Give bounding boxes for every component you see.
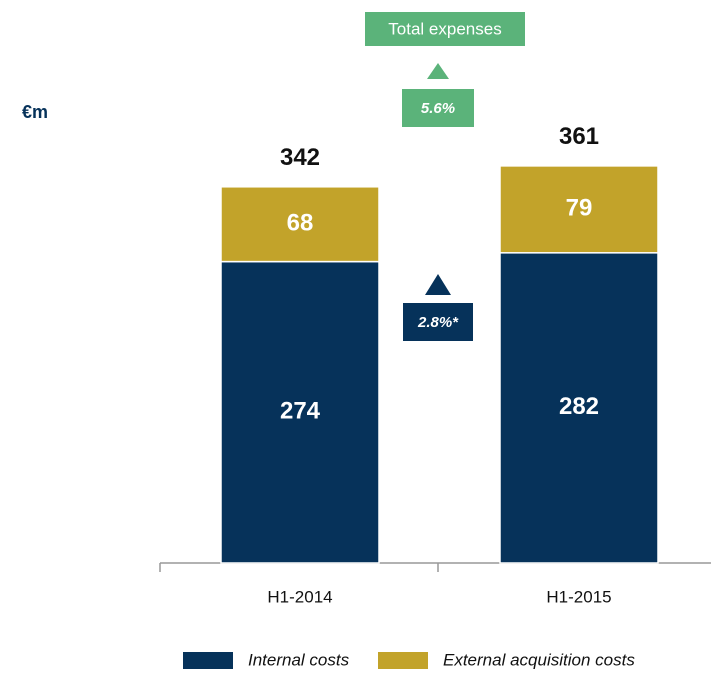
total-title: Total expenses (388, 19, 501, 38)
total-change-box (402, 89, 474, 127)
bar-segment (499, 165, 659, 254)
bar-segment (220, 186, 380, 263)
up-arrow (425, 274, 451, 295)
total-label: 361 (559, 123, 599, 150)
total-label: 342 (280, 144, 320, 171)
segment-label: 79 (566, 195, 593, 222)
segment-label: 274 (280, 398, 321, 425)
legend-swatch (378, 652, 428, 669)
up-arrow (427, 63, 449, 79)
internal-change-box (403, 303, 473, 341)
total-change: 5.6% (421, 100, 455, 117)
segment-label: 282 (559, 393, 599, 420)
x-tick-label: H1-2015 (546, 587, 611, 606)
legend-swatch (183, 652, 233, 669)
legend-label: Internal costs (248, 650, 350, 669)
total-title-box (365, 12, 525, 46)
bar-segment (220, 260, 380, 564)
legend-label: External acquisition costs (443, 650, 635, 669)
segment-label: 68 (287, 210, 314, 237)
x-tick-label: H1-2014 (267, 587, 332, 606)
internal-change: 2.8%* (417, 314, 459, 331)
unit-label: €m (22, 102, 48, 122)
